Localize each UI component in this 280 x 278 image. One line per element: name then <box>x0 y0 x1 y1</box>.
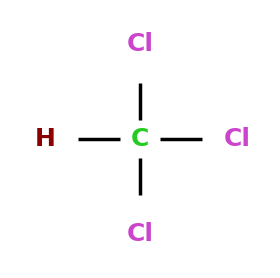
Text: Cl: Cl <box>127 32 153 56</box>
Text: Cl: Cl <box>127 222 153 246</box>
Text: Cl: Cl <box>224 127 251 151</box>
Text: C: C <box>131 127 149 151</box>
Text: H: H <box>35 127 56 151</box>
